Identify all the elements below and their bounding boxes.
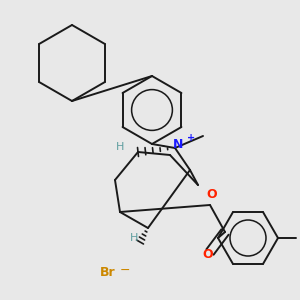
Text: H: H <box>116 142 124 152</box>
Text: O: O <box>203 248 213 260</box>
Text: Br: Br <box>100 266 116 278</box>
Text: +: + <box>187 133 195 143</box>
Text: O: O <box>207 188 217 202</box>
Text: N: N <box>173 137 183 151</box>
Text: H: H <box>130 233 138 243</box>
Text: −: − <box>120 263 130 277</box>
